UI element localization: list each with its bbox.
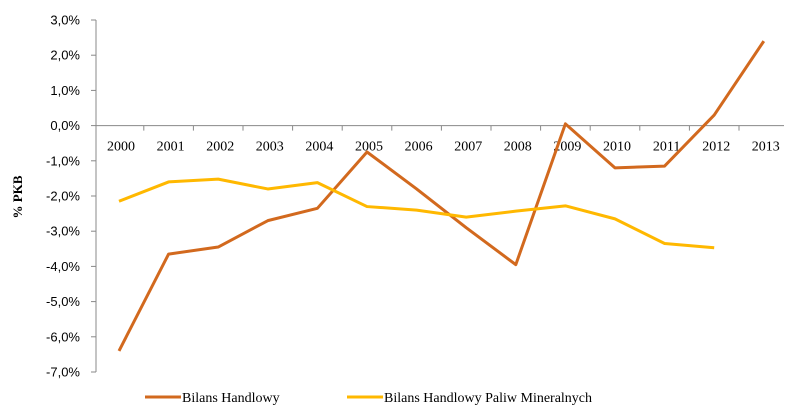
x-tick-label: 2010 bbox=[603, 140, 631, 155]
x-tick-label: 2000 bbox=[107, 140, 135, 155]
x-tick-label: 2005 bbox=[355, 140, 383, 155]
x-tick-label: 2004 bbox=[305, 140, 333, 155]
chart-axes bbox=[95, 20, 784, 372]
x-tick-label: 2008 bbox=[504, 140, 532, 155]
x-axis-ticks: 2000 2001 2002 2003 2004 2005 2006 2007 2008 2009… bbox=[107, 125, 780, 155]
series-line-2 bbox=[118, 177, 715, 250]
y-tick-label: -7,0% bbox=[46, 365, 80, 380]
y-tick-label: 1,0% bbox=[50, 83, 80, 98]
x-tick-label: 2007 bbox=[454, 140, 482, 155]
series-lines bbox=[117, 40, 766, 352]
x-tick-label: 2006 bbox=[405, 140, 433, 155]
legend-label: Bilans Handlowy bbox=[182, 391, 280, 406]
y-tick-label: -6,0% bbox=[46, 329, 80, 344]
legend-label: Bilans Handlowy Paliw Mineralnych bbox=[384, 391, 592, 406]
y-tick-label: 2,0% bbox=[50, 48, 80, 63]
x-tick-label: 2009 bbox=[553, 140, 581, 155]
series-line-1 bbox=[117, 40, 766, 352]
x-tick-label: 2001 bbox=[157, 140, 185, 155]
y-axis-label: % PKB bbox=[10, 175, 25, 218]
y-tick-label: 3,0% bbox=[50, 13, 80, 28]
legend: Bilans Handlowy Bilans Handlowy Paliw Min… bbox=[145, 391, 592, 406]
x-tick-label: 2011 bbox=[653, 140, 680, 155]
y-tick-label: -5,0% bbox=[46, 294, 80, 309]
y-tick-label: -4,0% bbox=[46, 259, 80, 274]
y-axis-ticks: 3,0% 2,0% 1,0% 0,0% -1,0% -2,0% -3,0% -4,0% -5,0… bbox=[46, 13, 96, 380]
x-tick-label: 2012 bbox=[702, 140, 730, 155]
y-tick-label: -1,0% bbox=[46, 153, 80, 168]
x-tick-label: 2003 bbox=[256, 140, 284, 155]
x-tick-label: 2002 bbox=[206, 140, 234, 155]
y-tick-label: -3,0% bbox=[46, 224, 80, 239]
x-tick-label: 2013 bbox=[752, 140, 780, 155]
y-tick-label: -2,0% bbox=[46, 189, 80, 204]
y-tick-label: 0,0% bbox=[50, 118, 80, 133]
